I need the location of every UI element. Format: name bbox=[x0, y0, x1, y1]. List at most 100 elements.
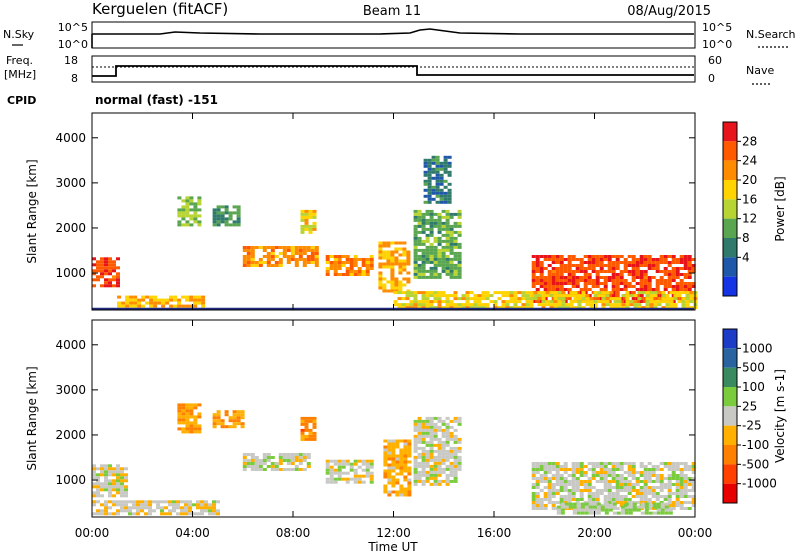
power-cell bbox=[258, 261, 263, 264]
power-cell bbox=[509, 306, 514, 310]
power-cell bbox=[551, 276, 556, 279]
power-cell bbox=[457, 303, 462, 307]
velocity-cell bbox=[679, 483, 684, 486]
velocity-cell bbox=[429, 467, 434, 471]
power-cell bbox=[607, 294, 612, 297]
power-cell bbox=[441, 209, 446, 213]
velocity-cell bbox=[181, 430, 186, 434]
power-cell bbox=[282, 246, 287, 249]
power-cell bbox=[481, 306, 486, 310]
power-cell bbox=[565, 294, 570, 298]
power-cell bbox=[378, 271, 383, 275]
power-cell bbox=[92, 263, 96, 267]
velocity-colorbar-swatch bbox=[723, 348, 737, 368]
velocity-cell bbox=[575, 471, 580, 474]
velocity-cell bbox=[156, 503, 160, 507]
power-cell bbox=[663, 273, 668, 276]
velocity-cell bbox=[603, 471, 608, 474]
power-cell bbox=[529, 300, 534, 304]
velocity-cell bbox=[433, 416, 438, 420]
power-cell bbox=[274, 246, 279, 249]
velocity-cell bbox=[535, 483, 540, 486]
power-cell bbox=[100, 257, 104, 261]
power-cell bbox=[509, 294, 514, 298]
power-cell bbox=[224, 211, 229, 215]
power-cell bbox=[145, 295, 150, 299]
power-cell bbox=[577, 297, 582, 301]
power-cell bbox=[457, 297, 462, 301]
velocity-cell bbox=[421, 458, 426, 462]
power-cell bbox=[386, 253, 391, 257]
power-cell bbox=[623, 279, 628, 282]
velocity-cell bbox=[232, 410, 237, 414]
power-cell bbox=[449, 215, 454, 219]
power-cell bbox=[443, 161, 448, 165]
power-cell bbox=[441, 300, 446, 304]
velocity-cell bbox=[555, 474, 560, 477]
velocity-colorbar-tick: -500 bbox=[742, 457, 769, 471]
power-cell bbox=[224, 223, 229, 227]
power-cell bbox=[341, 261, 346, 264]
power-cell bbox=[681, 291, 686, 295]
velocity-cell bbox=[413, 458, 418, 462]
power-cell bbox=[645, 297, 650, 301]
velocity-cell bbox=[651, 465, 656, 468]
velocity-cell bbox=[286, 468, 291, 471]
velocity-cell bbox=[547, 468, 552, 471]
velocity-cell bbox=[136, 500, 140, 504]
power-cell bbox=[597, 294, 602, 298]
power-cell bbox=[671, 279, 676, 282]
power-cell bbox=[274, 255, 279, 258]
velocity-cell bbox=[535, 486, 540, 489]
velocity-cell bbox=[620, 505, 625, 509]
power-cell bbox=[286, 261, 291, 264]
power-cell bbox=[595, 270, 600, 273]
power-cell bbox=[433, 239, 438, 243]
power-cell bbox=[607, 276, 612, 279]
power-cell bbox=[645, 294, 650, 298]
velocity-cell bbox=[441, 443, 446, 447]
velocity-cell bbox=[555, 462, 560, 465]
power-cell bbox=[481, 294, 486, 298]
velocity-cell bbox=[679, 471, 684, 474]
power-cell bbox=[236, 220, 241, 224]
power-cell bbox=[437, 254, 442, 258]
power-cell bbox=[613, 306, 618, 310]
power-cell bbox=[635, 267, 640, 270]
velocity-cell bbox=[687, 480, 692, 483]
velocity-cell bbox=[453, 434, 458, 438]
velocity-cell bbox=[417, 452, 422, 456]
power-cell bbox=[477, 297, 482, 301]
power-cell bbox=[453, 224, 458, 228]
velocity-cell bbox=[274, 465, 279, 468]
power-cell bbox=[390, 286, 395, 290]
power-cell bbox=[531, 270, 536, 273]
power-cell bbox=[349, 258, 354, 261]
velocity-cell bbox=[535, 498, 540, 501]
power-cell bbox=[421, 269, 426, 273]
power-cell bbox=[639, 294, 644, 297]
velocity-cell bbox=[387, 448, 392, 452]
power-cell bbox=[262, 261, 267, 264]
velocity-cell bbox=[132, 500, 136, 504]
velocity-cell bbox=[543, 495, 548, 498]
velocity-cell bbox=[181, 427, 186, 431]
velocity-cell bbox=[365, 471, 370, 475]
power-cell bbox=[108, 284, 112, 288]
power-cell bbox=[445, 297, 450, 301]
velocity-cell bbox=[441, 470, 446, 474]
velocity-cell bbox=[587, 489, 592, 492]
velocity-cell bbox=[407, 469, 412, 473]
power-cell bbox=[286, 246, 291, 249]
power-cell bbox=[312, 227, 317, 231]
power-cell bbox=[493, 300, 498, 304]
velocity-cell bbox=[627, 483, 632, 486]
velocity-cell bbox=[683, 489, 688, 492]
power-cell bbox=[445, 263, 450, 267]
power-cell bbox=[555, 288, 560, 291]
velocity-ylabel: Slant Range [km] bbox=[25, 366, 39, 470]
velocity-cell bbox=[555, 468, 560, 471]
power-cell bbox=[181, 214, 186, 218]
velocity-cell bbox=[619, 501, 624, 504]
velocity-cell bbox=[679, 486, 684, 489]
